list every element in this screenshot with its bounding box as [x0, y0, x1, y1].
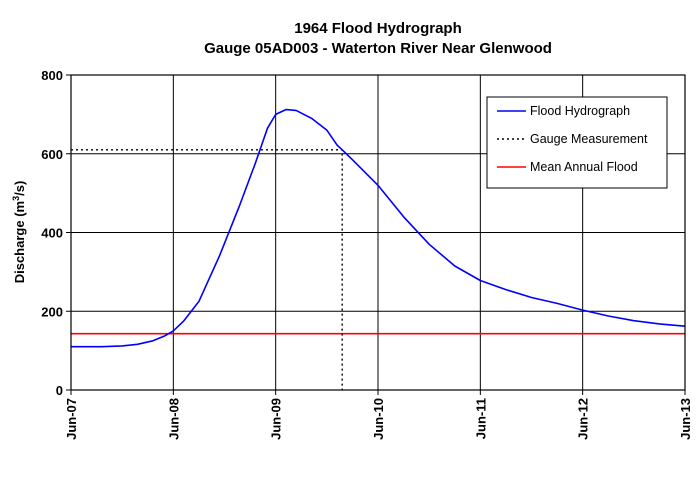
legend: Flood Hydrograph Gauge Measurement Mean An…	[486, 96, 668, 189]
x-tick-label: Jun-11	[473, 398, 488, 439]
x-axis: Jun-07 Jun-08 Jun-09 Jun-10 Jun-11 Jun-12 Jun-…	[64, 390, 693, 440]
x-tick-label: Jun-10	[371, 398, 386, 440]
chart-title: 1964 Flood Hydrograph	[294, 20, 462, 37]
x-tick-label: Jun-13	[678, 398, 693, 440]
y-tick-label: 200	[41, 304, 63, 319]
series-layer	[71, 108, 686, 390]
chart-subtitle: Gauge 05AD003 - Waterton River Near Glen…	[204, 40, 552, 57]
series-line-gauge-measurement	[71, 149, 343, 390]
x-tick-label: Jun-12	[576, 398, 591, 440]
x-tick-label: Jun-09	[269, 398, 284, 440]
y-axis-label: Discharge (m3/s)	[11, 181, 27, 284]
series-line-flood-hydrograph	[71, 108, 686, 348]
legend-entry: Flood Hydrograph	[530, 104, 630, 118]
legend-box	[486, 96, 668, 189]
legend-entry: Gauge Measurement	[530, 132, 648, 146]
y-tick-label: 400	[41, 226, 63, 241]
y-axis-label-superscript: 3	[11, 196, 21, 201]
x-tick-label: Jun-07	[64, 398, 79, 440]
x-tick-label: Jun-08	[166, 398, 181, 440]
legend-entry: Mean Annual Flood	[530, 160, 638, 174]
y-tick-label: 0	[56, 383, 63, 398]
y-tick-label: 800	[41, 68, 63, 83]
y-axis: 0 200 400 600 800	[41, 68, 71, 398]
y-tick-label: 600	[41, 147, 63, 162]
